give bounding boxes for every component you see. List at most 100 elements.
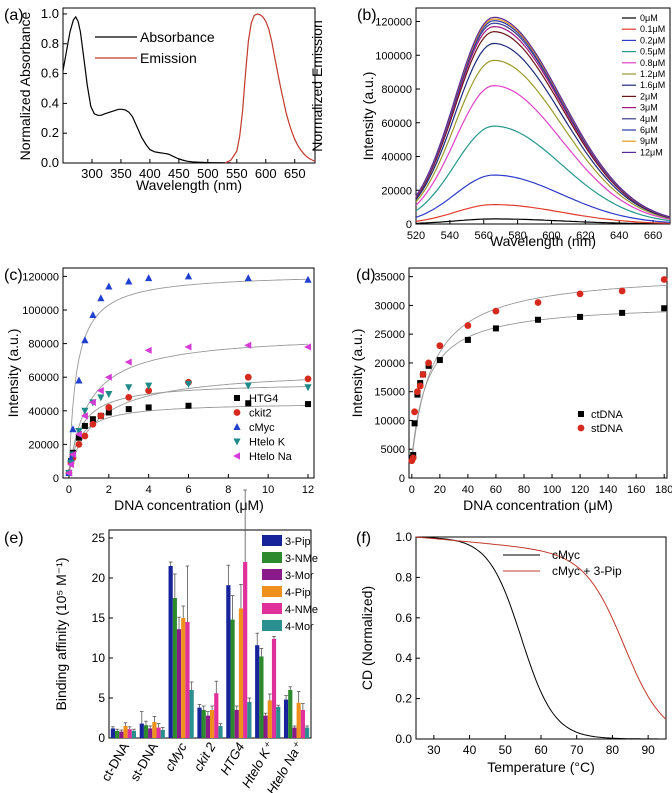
x-tick-label: 580	[508, 230, 526, 242]
bar	[288, 690, 293, 738]
data-point	[89, 311, 97, 319]
x-tick-label: 640	[610, 230, 628, 242]
panel-a-ticks: 300 350 400 450 500 550 600 650 0.0 0.2 0.4 0.6 0.8 1…	[41, 6, 306, 181]
data-point	[464, 322, 472, 329]
bar	[160, 730, 165, 738]
data-point	[411, 420, 418, 427]
data-point	[244, 382, 252, 390]
bar	[304, 727, 310, 738]
panel-f-xlabel: Temperature (°C)	[487, 759, 595, 775]
y-tick-label: 0.2	[395, 692, 412, 706]
data-point	[409, 454, 417, 462]
data-point	[304, 384, 312, 392]
emission-curve	[415, 25, 671, 218]
legend-marker	[233, 409, 241, 416]
data-point	[244, 274, 252, 282]
bar	[255, 645, 260, 738]
data-point	[75, 376, 83, 384]
legend-label: stDNA	[591, 423, 623, 435]
x-tick-label: 50	[499, 743, 513, 757]
data-point	[304, 375, 312, 383]
x-tick-label: 20	[434, 484, 446, 496]
x-tick-label: 4	[146, 484, 152, 496]
legend-label: 6μM	[640, 125, 658, 135]
y-tick-label: 40000	[28, 406, 59, 418]
bar	[201, 710, 206, 738]
y-tick-label: 15	[92, 611, 106, 625]
legend-label: 0.2μM	[640, 35, 665, 45]
y-tick-label: 25	[92, 531, 106, 545]
emission-curve	[415, 204, 671, 224]
y-tick-label: 0.2	[41, 125, 59, 140]
bar	[247, 702, 252, 738]
legend-label: Htelo K	[249, 437, 286, 449]
data-point	[75, 434, 82, 441]
bar	[230, 619, 235, 738]
emission-curve	[415, 59, 671, 219]
x-tick-label: 80	[518, 484, 530, 496]
data-point	[660, 276, 668, 283]
data-point	[66, 460, 74, 469]
x-tick-label: 60	[490, 484, 502, 496]
data-point	[104, 373, 112, 381]
bar	[168, 566, 173, 738]
bar	[176, 629, 182, 738]
panel-e-ticks: 0 5 10 15 20 25	[92, 531, 113, 745]
legend-marker	[233, 452, 240, 460]
panel-e-legend: 3-Pip 3-NMe 3-Mor 4-Pip 4-NMe 4-Mor	[262, 535, 318, 633]
bar	[115, 730, 120, 738]
y-tick-label: 5	[98, 691, 105, 705]
data-point	[125, 277, 133, 285]
panel-e-label: (e)	[4, 530, 24, 547]
data-point	[436, 342, 444, 350]
x-tick-label: 100	[543, 484, 561, 496]
data-point	[69, 425, 77, 433]
data-point	[105, 404, 113, 411]
data-point	[618, 287, 626, 295]
x-category-label: st-DNA	[127, 740, 161, 784]
bar	[152, 722, 157, 738]
legend-label: 2μM	[640, 91, 658, 101]
data-point	[96, 387, 104, 395]
panel-a-lines	[62, 13, 316, 164]
x-tick-label: 120	[571, 484, 589, 496]
x-tick-label: 30	[427, 743, 441, 757]
data-point	[245, 400, 252, 407]
data-point	[492, 325, 499, 332]
legend-label: 3μM	[640, 103, 658, 113]
legend-label: 0.5μM	[640, 47, 665, 57]
emission-curve	[415, 84, 671, 220]
data-point	[68, 450, 76, 459]
data-point	[184, 343, 192, 351]
x-tick-label: 450	[168, 166, 190, 181]
x-tick-label: 160	[627, 484, 645, 496]
data-point	[576, 290, 584, 298]
data-point	[89, 416, 96, 423]
data-point	[185, 402, 192, 409]
x-tick-label: 140	[599, 484, 617, 496]
data-point	[304, 275, 312, 283]
data-point	[145, 274, 153, 282]
x-tick-label: 520	[407, 230, 425, 242]
bar	[110, 728, 116, 738]
bar	[210, 710, 215, 738]
y-tick-label: 1.0	[395, 530, 412, 544]
legend-label: 12μM	[640, 147, 663, 157]
x-tick-label: 40	[463, 743, 477, 757]
x-tick-label: 80	[606, 743, 620, 757]
bar	[292, 727, 297, 738]
x-tick-label: 400	[139, 166, 161, 181]
legend-swatch	[262, 535, 282, 546]
panel-d-plot	[408, 276, 668, 465]
panel-a-frame	[62, 7, 316, 164]
data-point	[425, 359, 433, 367]
series-line-emission	[224, 13, 316, 164]
melting-curve	[415, 536, 666, 740]
panel-f-ylabel: CD (Normalized)	[359, 586, 375, 690]
data-point	[105, 409, 112, 416]
bar	[131, 730, 137, 738]
legend-label: 1.6μM	[640, 80, 665, 90]
emission-curve	[415, 22, 671, 218]
